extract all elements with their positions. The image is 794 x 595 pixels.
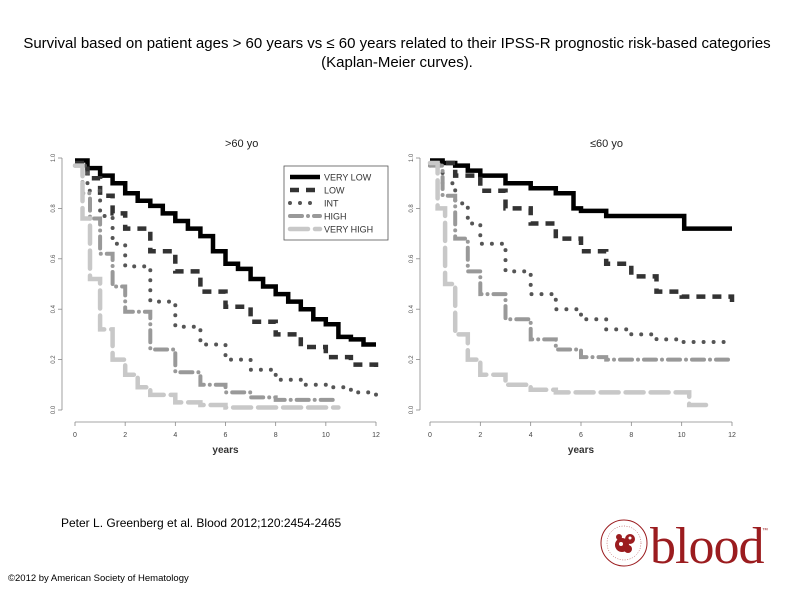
series-line-very-low — [430, 158, 732, 231]
y-tick-label: 0.8 — [409, 204, 415, 213]
x-tick-label: 12 — [372, 432, 380, 439]
x-tick-label: 8 — [629, 432, 633, 439]
y-tick-label: 0.0 — [409, 405, 415, 414]
series-line-high — [428, 163, 734, 362]
y-tick-label: 0.4 — [51, 304, 57, 313]
series-line-high — [73, 163, 341, 402]
series-line-very-high — [427, 160, 710, 408]
series-line-low — [75, 160, 379, 373]
series-line-very-low — [75, 158, 376, 347]
legend-label-int: INT — [324, 199, 339, 209]
x-tick-label: 4 — [529, 432, 533, 439]
y-tick-label: 0.8 — [51, 204, 57, 213]
chart-panel-60-or-under: ≤60 yo 0.0 0.2 0.4 0.6 0.8 1.0 0 2 4 6 8 10 12 years — [409, 138, 736, 456]
x-tick-label: 2 — [478, 432, 482, 439]
x-tick-label: 10 — [322, 432, 330, 439]
y-tick-label: 0.6 — [409, 254, 415, 263]
chart-panel-over-60: >60 yo 0.0 0.2 0.4 0.6 0.8 1.0 0 2 4 6 8 10 12 years VE… — [51, 138, 389, 456]
x-tick-label: 0 — [428, 432, 432, 439]
x-tick-label: 10 — [678, 432, 686, 439]
y-tick-label: 0.4 — [409, 304, 415, 313]
x-tick-label: 0 — [73, 432, 77, 439]
journal-seal-icon — [600, 519, 648, 567]
y-tick-label: 0.6 — [51, 254, 57, 263]
chart-title: ≤60 yo — [590, 138, 623, 150]
copyright-text: ©2012 by American Society of Hematology — [8, 573, 189, 584]
citation-text: Peter L. Greenberg et al. Blood 2012;120… — [61, 516, 342, 530]
y-tick-label: 1.0 — [409, 153, 415, 162]
x-tick-label: 12 — [728, 432, 736, 439]
x-axis-label: years — [212, 445, 239, 456]
series-line-very-high — [72, 163, 341, 410]
x-tick-label: 8 — [274, 432, 278, 439]
y-tick-label: 0.0 — [51, 405, 57, 414]
slide-title: Survival based on patient ages > 60 year… — [23, 35, 771, 71]
y-tick-label: 0.2 — [409, 355, 415, 364]
x-tick-label: 2 — [123, 432, 127, 439]
x-tick-label: 4 — [173, 432, 177, 439]
legend-label-high: HIGH — [324, 212, 347, 222]
logo-trademark: ™ — [762, 528, 768, 534]
y-tick-label: 1.0 — [51, 153, 57, 162]
series-line-low — [430, 160, 735, 305]
y-tick-label: 0.2 — [51, 355, 57, 364]
legend-label-low: LOW — [324, 186, 345, 196]
chart-title: >60 yo — [225, 138, 258, 150]
legend-label-very-high: VERY HIGH — [324, 225, 373, 235]
series-line-int — [73, 163, 378, 397]
x-tick-label: 6 — [579, 432, 583, 439]
series-line-int — [428, 163, 734, 344]
x-axis-label: years — [568, 445, 595, 456]
legend-label-very-low: VERY LOW — [324, 173, 372, 183]
logo-wordmark: blood — [650, 518, 764, 575]
x-tick-label: 6 — [224, 432, 228, 439]
